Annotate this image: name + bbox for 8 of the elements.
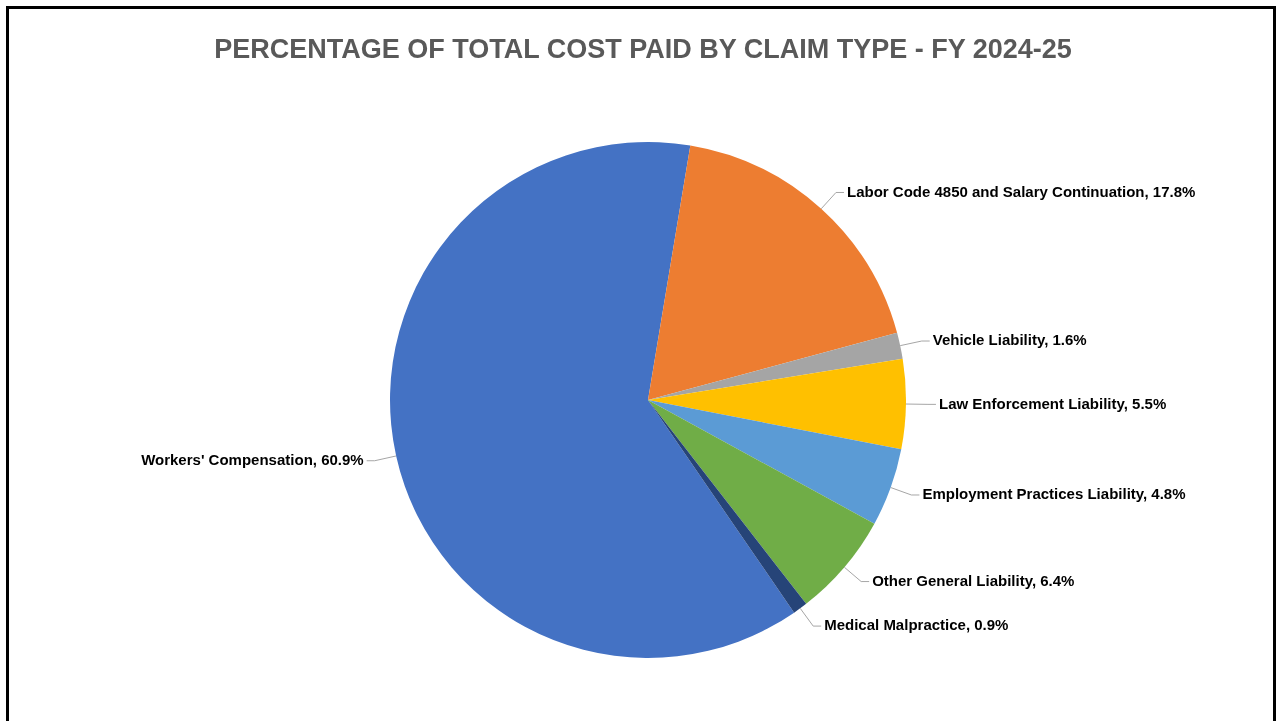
slice-label: Law Enforcement Liability, 5.5% <box>938 394 1167 412</box>
slice-label: Workers' Compensation, 60.9% <box>141 450 364 468</box>
slice-label: Employment Practices Liability, 4.8% <box>922 485 1186 503</box>
slice-label: Vehicle Liability, 1.6% <box>932 331 1087 349</box>
chart-title: PERCENTAGE OF TOTAL COST PAID BY CLAIM TYPE - FY 2024-25 <box>213 34 1073 65</box>
slice-label: Labor Code 4850 and Salary Continuation, 17.8% <box>846 182 1196 200</box>
slice-label: Medical Malpractice, 0.9% <box>824 616 1009 634</box>
slice-label: Other General Liability, 6.4% <box>872 571 1075 589</box>
